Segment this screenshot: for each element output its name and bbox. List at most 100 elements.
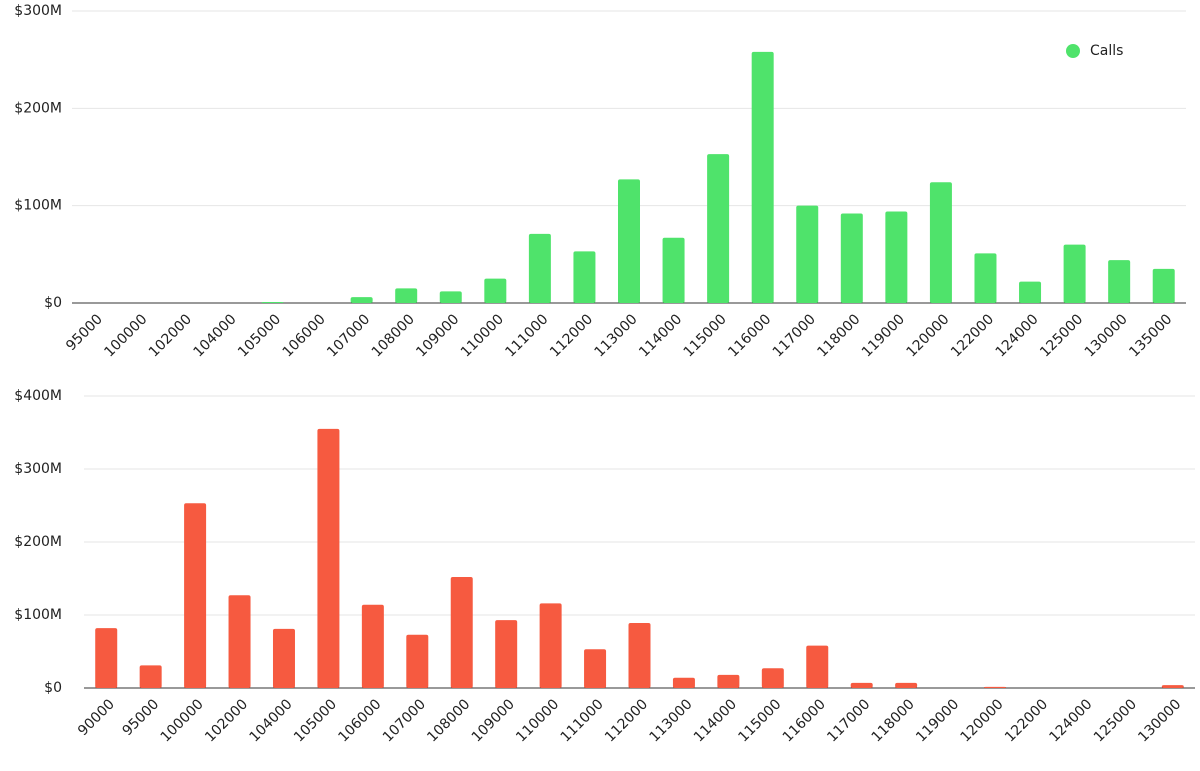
bar bbox=[1019, 281, 1042, 303]
x-tick-label: 95000 bbox=[63, 311, 106, 354]
x-tick-label: 115000 bbox=[681, 311, 730, 360]
bar bbox=[184, 503, 207, 688]
bar bbox=[228, 595, 251, 688]
y-tick-label: $100M bbox=[14, 607, 62, 623]
x-tick-label: 112000 bbox=[602, 696, 651, 745]
x-tick-label: 125000 bbox=[1037, 311, 1086, 360]
y-tick-label: $400M bbox=[14, 388, 62, 404]
bar bbox=[350, 297, 373, 303]
x-tick-label: 90000 bbox=[75, 696, 118, 739]
bar bbox=[761, 668, 784, 688]
bar bbox=[317, 428, 340, 688]
x-tick-label: 113000 bbox=[646, 696, 695, 745]
bar bbox=[796, 205, 819, 303]
bar bbox=[495, 620, 518, 688]
bar bbox=[584, 649, 607, 688]
x-tick-label: 124000 bbox=[1046, 696, 1095, 745]
x-tick-label: 104000 bbox=[247, 696, 296, 745]
legend-marker bbox=[1066, 44, 1080, 58]
bar bbox=[450, 577, 473, 688]
bar bbox=[1063, 244, 1086, 303]
x-tick-label: 119000 bbox=[913, 696, 962, 745]
x-tick-label: 110000 bbox=[458, 311, 507, 360]
bar bbox=[139, 665, 162, 688]
x-tick-label: 119000 bbox=[859, 311, 908, 360]
bar bbox=[984, 686, 1007, 688]
x-tick-label: 105000 bbox=[235, 311, 284, 360]
bar bbox=[850, 682, 873, 688]
x-tick-label: 100000 bbox=[101, 311, 150, 360]
bar bbox=[528, 233, 551, 303]
x-tick-label: 105000 bbox=[291, 696, 340, 745]
bar bbox=[751, 51, 774, 303]
y-tick-label: $200M bbox=[14, 100, 62, 116]
x-tick-label: 107000 bbox=[324, 311, 373, 360]
x-tick-label: 124000 bbox=[993, 311, 1042, 360]
x-tick-label: 116000 bbox=[725, 311, 774, 360]
x-tick-label: 111000 bbox=[502, 311, 551, 360]
bar bbox=[1108, 260, 1131, 303]
bar bbox=[573, 251, 596, 303]
x-tick-label: 95000 bbox=[120, 696, 163, 739]
y-tick-label: $0 bbox=[44, 680, 62, 696]
x-tick-label: 112000 bbox=[547, 311, 596, 360]
x-tick-label: 102000 bbox=[202, 696, 251, 745]
bar bbox=[628, 623, 651, 688]
x-tick-label: 109000 bbox=[469, 696, 518, 745]
bar bbox=[439, 291, 462, 303]
y-tick-label: $200M bbox=[14, 534, 62, 550]
bar bbox=[974, 253, 997, 303]
bar bbox=[672, 677, 695, 688]
x-tick-label: 108000 bbox=[424, 696, 473, 745]
bar bbox=[662, 237, 685, 303]
x-tick-label: 114000 bbox=[636, 311, 685, 360]
y-tick-label: $300M bbox=[14, 461, 62, 477]
legend-label: Calls bbox=[1090, 43, 1123, 59]
x-tick-label: 106000 bbox=[335, 696, 384, 745]
x-tick-label: 120000 bbox=[958, 696, 1007, 745]
bar bbox=[484, 278, 507, 303]
bar bbox=[717, 674, 740, 688]
y-tick-label: $100M bbox=[14, 198, 62, 214]
bar bbox=[885, 211, 908, 303]
x-tick-label: 120000 bbox=[903, 311, 952, 360]
bar bbox=[406, 634, 429, 688]
x-tick-label: 104000 bbox=[191, 311, 240, 360]
x-tick-label: 122000 bbox=[948, 311, 997, 360]
x-tick-label: 115000 bbox=[735, 696, 784, 745]
x-tick-label: 109000 bbox=[413, 311, 462, 360]
x-tick-label: 118000 bbox=[869, 696, 918, 745]
x-tick-label: 130000 bbox=[1082, 311, 1131, 360]
bar bbox=[618, 179, 640, 303]
x-tick-label: 111000 bbox=[558, 696, 607, 745]
bar bbox=[1152, 268, 1175, 303]
bar bbox=[1161, 685, 1184, 688]
bar bbox=[272, 628, 295, 688]
x-tick-label: 102000 bbox=[146, 311, 195, 360]
x-tick-label: 107000 bbox=[380, 696, 429, 745]
bar bbox=[261, 302, 284, 303]
bar bbox=[840, 213, 863, 303]
x-tick-label: 100000 bbox=[158, 696, 207, 745]
bar bbox=[395, 288, 418, 303]
x-tick-label: 117000 bbox=[770, 311, 819, 360]
x-tick-label: 122000 bbox=[1002, 696, 1051, 745]
y-tick-label: $300M bbox=[14, 3, 62, 19]
x-tick-label: 106000 bbox=[280, 311, 329, 360]
y-tick-label: $0 bbox=[44, 295, 62, 311]
x-tick-label: 118000 bbox=[814, 311, 863, 360]
x-tick-label: 113000 bbox=[592, 311, 641, 360]
x-tick-label: 125000 bbox=[1091, 696, 1140, 745]
bar bbox=[707, 154, 730, 303]
bar bbox=[539, 603, 562, 688]
x-tick-label: 117000 bbox=[824, 696, 873, 745]
bar bbox=[929, 182, 952, 303]
x-tick-label: 114000 bbox=[691, 696, 740, 745]
bar bbox=[806, 645, 829, 688]
x-tick-label: 116000 bbox=[780, 696, 829, 745]
bar bbox=[895, 682, 918, 688]
x-tick-label: 108000 bbox=[369, 311, 418, 360]
x-tick-label: 130000 bbox=[1135, 696, 1184, 745]
x-tick-label: 110000 bbox=[513, 696, 562, 745]
